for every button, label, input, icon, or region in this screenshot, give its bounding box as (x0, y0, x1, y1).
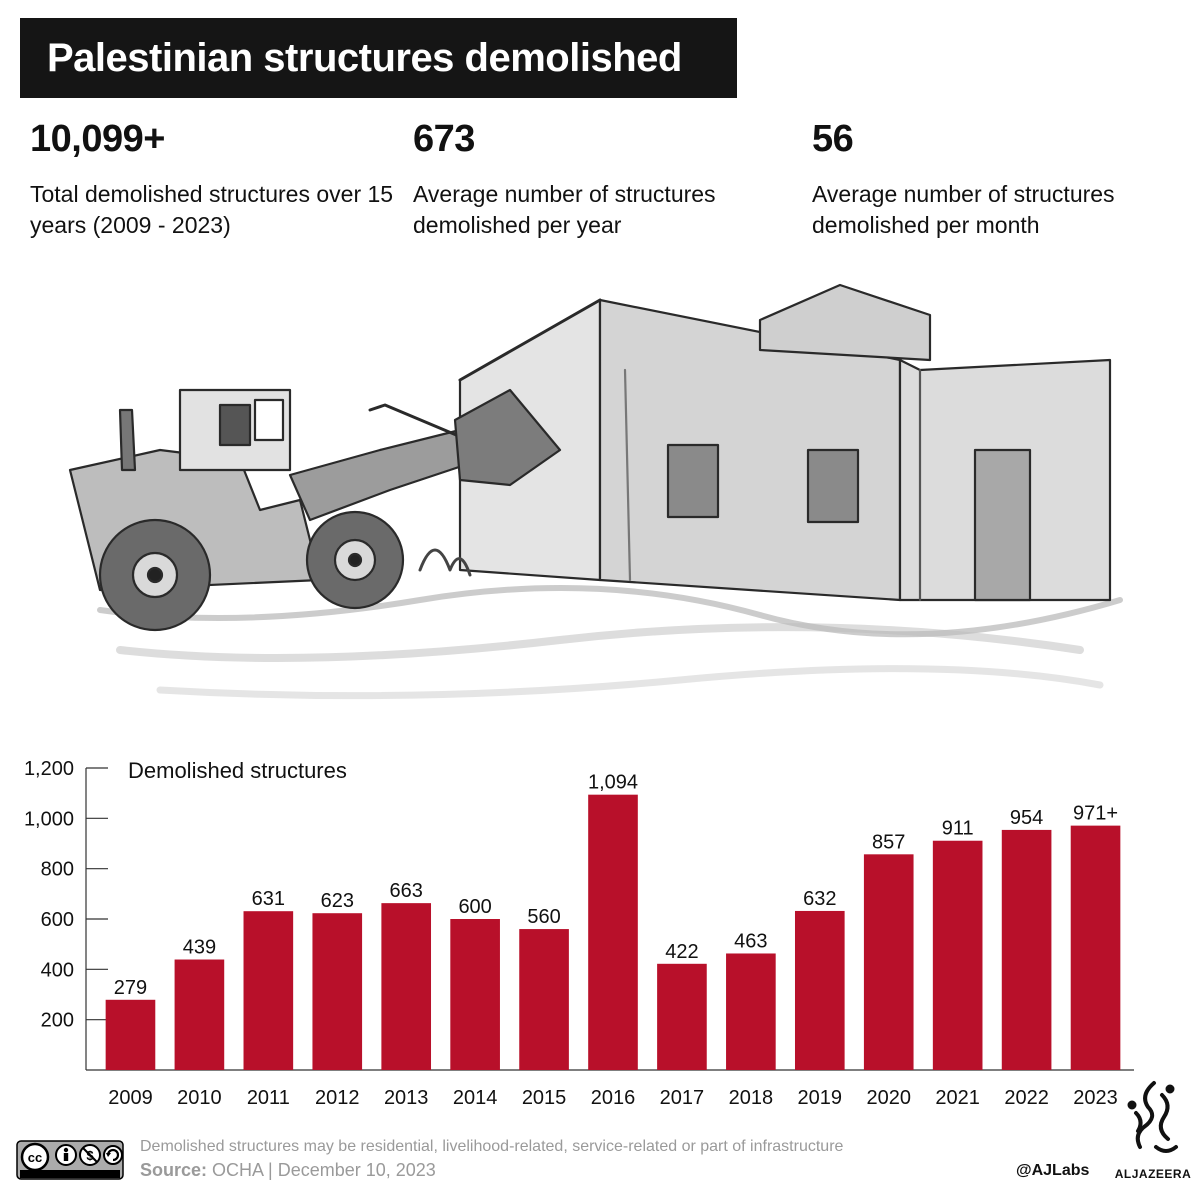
y-tick-label: 400 (41, 959, 74, 981)
data-label-2023: 971+ (1073, 803, 1118, 825)
x-tick-label-2015: 2015 (522, 1087, 567, 1109)
x-tick-label-2021: 2021 (935, 1087, 980, 1109)
bar-2014 (450, 919, 500, 1070)
chart-title: Demolished structures (128, 758, 347, 783)
y-tick-label: 1,000 (24, 808, 74, 830)
stat-per-month-value: 56 (812, 118, 854, 160)
stat-total: 10,099+ Total demolished structures over… (30, 118, 410, 241)
x-tick-label-2019: 2019 (798, 1087, 843, 1109)
bar-2010 (174, 959, 225, 1070)
x-tick-label-2011: 2011 (247, 1087, 290, 1109)
x-tick-label-2018: 2018 (729, 1087, 774, 1109)
bar-2022 (1001, 829, 1052, 1070)
source-label: Source: (140, 1160, 208, 1180)
x-tick-label-2017: 2017 (660, 1087, 705, 1109)
stat-per-month: 56 Average number of structures demolish… (812, 118, 1192, 241)
data-label-2020: 857 (872, 831, 905, 853)
x-tick-label-2014: 2014 (453, 1087, 498, 1109)
bar-2009 (105, 999, 156, 1070)
x-tick-label-2012: 2012 (315, 1087, 360, 1109)
data-label-2019: 632 (803, 888, 836, 910)
data-label-2014: 600 (458, 896, 491, 918)
creative-commons-by-nc-sa-icon: cc $ (16, 1140, 124, 1180)
bar-2021 (932, 840, 983, 1070)
demolished-structures-bar-chart: 200 400 600 800 1,000 1,200 279 439 631 623 663 60… (24, 758, 1134, 1109)
y-tick-label: 800 (41, 859, 74, 881)
bar-2017 (657, 963, 707, 1070)
bulldozer-demolition-illustration (68, 283, 1123, 700)
bar-2013 (381, 903, 432, 1070)
y-tick-label: 200 (41, 1010, 74, 1032)
x-tick-label-2022: 2022 (1004, 1087, 1049, 1109)
bar-2023 (1070, 825, 1121, 1070)
page-title: Palestinian structures demolished (20, 18, 737, 98)
ajlabs-handle: @AJLabs (1016, 1162, 1090, 1179)
x-tick-label-2020: 2020 (866, 1087, 911, 1109)
aljazeera-wordmark: ALJAZEERA (1114, 1167, 1192, 1181)
data-label-2017: 422 (665, 941, 698, 963)
bar-2016 (588, 794, 638, 1070)
stat-per-month-label: Average number of structures demolished … (812, 181, 1115, 238)
y-tick-label: 1,200 (24, 758, 74, 780)
footer-note: Demolished structures may be residential… (140, 1138, 844, 1155)
data-label-2011: 631 (252, 888, 285, 910)
footer-source: Source: OCHA | December 10, 2023 (140, 1160, 436, 1181)
bar-2018 (726, 953, 776, 1070)
data-label-2022: 954 (1010, 807, 1043, 829)
data-label-2015: 560 (527, 906, 560, 928)
data-label-2016: 1,094 (588, 772, 638, 794)
bar-2019 (794, 910, 845, 1070)
svg-text:cc: cc (28, 1150, 42, 1165)
bar-2015 (519, 929, 569, 1070)
stat-per-year-value: 673 (413, 118, 475, 160)
bar-2012 (312, 913, 363, 1070)
data-label-2021: 911 (942, 818, 974, 840)
data-label-2018: 463 (734, 930, 767, 952)
x-tick-label-2009: 2009 (108, 1087, 153, 1109)
stat-total-value: 10,099+ (30, 118, 165, 160)
data-label-2010: 439 (183, 937, 216, 959)
data-label-2012: 623 (321, 890, 354, 912)
x-tick-label-2013: 2013 (384, 1087, 429, 1109)
y-tick-label: 600 (41, 909, 74, 931)
aljazeera-calligraphy-icon (1127, 1081, 1178, 1153)
data-label-2013: 663 (390, 880, 423, 902)
x-tick-label-2016: 2016 (591, 1087, 636, 1109)
aljazeera-logo-icon: ALJAZEERA (1110, 1075, 1196, 1185)
bar-2011 (243, 911, 294, 1070)
stat-total-label: Total demolished structures over 15 year… (30, 181, 394, 238)
source-text: OCHA | December 10, 2023 (207, 1160, 436, 1180)
x-tick-label-2023: 2023 (1073, 1087, 1118, 1109)
bar-2020 (863, 854, 914, 1070)
stat-per-year-label: Average number of structures demolished … (413, 181, 716, 238)
data-label-2009: 279 (114, 977, 147, 999)
stat-per-year: 673 Average number of structures demolis… (413, 118, 793, 241)
x-tick-label-2010: 2010 (177, 1087, 222, 1109)
